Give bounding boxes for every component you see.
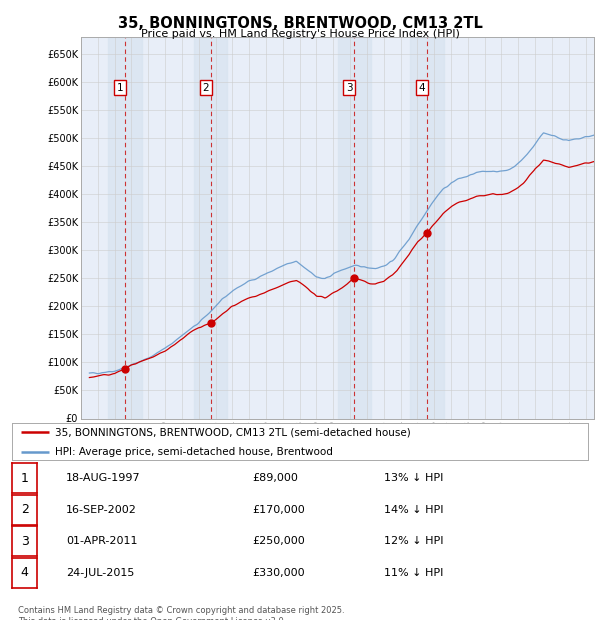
Text: 14% ↓ HPI: 14% ↓ HPI — [384, 505, 443, 515]
Text: £170,000: £170,000 — [252, 505, 305, 515]
Text: 01-APR-2011: 01-APR-2011 — [66, 536, 137, 546]
Text: £330,000: £330,000 — [252, 568, 305, 578]
Text: 13% ↓ HPI: 13% ↓ HPI — [384, 473, 443, 483]
Text: £89,000: £89,000 — [252, 473, 298, 483]
Text: Price paid vs. HM Land Registry's House Price Index (HPI): Price paid vs. HM Land Registry's House … — [140, 29, 460, 39]
Text: 2: 2 — [202, 82, 209, 92]
Text: 35, BONNINGTONS, BRENTWOOD, CM13 2TL (semi-detached house): 35, BONNINGTONS, BRENTWOOD, CM13 2TL (se… — [55, 427, 411, 437]
Text: 12% ↓ HPI: 12% ↓ HPI — [384, 536, 443, 546]
Text: Contains HM Land Registry data © Crown copyright and database right 2025.
This d: Contains HM Land Registry data © Crown c… — [18, 606, 344, 620]
Text: 3: 3 — [20, 535, 29, 547]
Text: 1: 1 — [117, 82, 124, 92]
Bar — [337, 37, 371, 418]
Text: HPI: Average price, semi-detached house, Brentwood: HPI: Average price, semi-detached house,… — [55, 447, 333, 457]
Text: 18-AUG-1997: 18-AUG-1997 — [66, 473, 140, 483]
Text: 11% ↓ HPI: 11% ↓ HPI — [384, 568, 443, 578]
Bar — [109, 37, 142, 418]
Text: 1: 1 — [20, 472, 29, 484]
Text: 4: 4 — [418, 82, 425, 92]
Text: £250,000: £250,000 — [252, 536, 305, 546]
Text: 4: 4 — [20, 567, 29, 579]
Text: 3: 3 — [346, 82, 353, 92]
Text: 2: 2 — [20, 503, 29, 516]
Text: 35, BONNINGTONS, BRENTWOOD, CM13 2TL: 35, BONNINGTONS, BRENTWOOD, CM13 2TL — [118, 16, 482, 30]
Bar — [194, 37, 227, 418]
Text: 16-SEP-2002: 16-SEP-2002 — [66, 505, 137, 515]
Text: 24-JUL-2015: 24-JUL-2015 — [66, 568, 134, 578]
Bar — [410, 37, 443, 418]
